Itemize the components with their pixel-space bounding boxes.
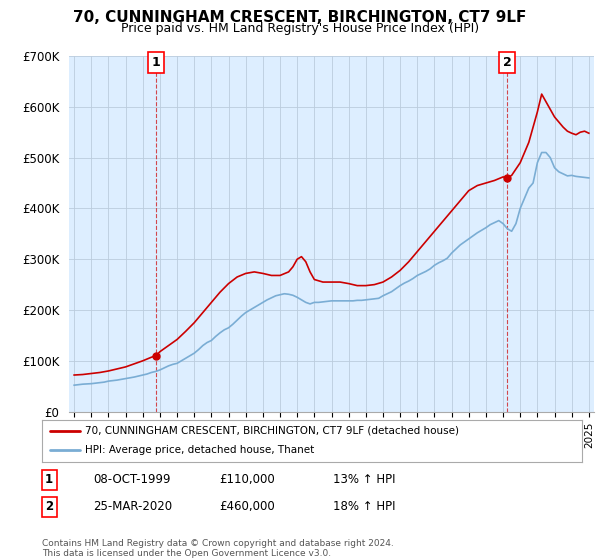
Text: 13% ↑ HPI: 13% ↑ HPI [333,473,395,487]
Text: 70, CUNNINGHAM CRESCENT, BIRCHINGTON, CT7 9LF: 70, CUNNINGHAM CRESCENT, BIRCHINGTON, CT… [73,10,527,25]
Text: 18% ↑ HPI: 18% ↑ HPI [333,500,395,514]
Text: Contains HM Land Registry data © Crown copyright and database right 2024.
This d: Contains HM Land Registry data © Crown c… [42,539,394,558]
Text: 2: 2 [503,56,511,69]
Text: 1: 1 [152,56,160,69]
Text: 25-MAR-2020: 25-MAR-2020 [93,500,172,514]
Text: 70, CUNNINGHAM CRESCENT, BIRCHINGTON, CT7 9LF (detached house): 70, CUNNINGHAM CRESCENT, BIRCHINGTON, CT… [85,426,459,436]
Text: 2: 2 [45,500,53,514]
Text: HPI: Average price, detached house, Thanet: HPI: Average price, detached house, Than… [85,445,314,455]
Text: Price paid vs. HM Land Registry's House Price Index (HPI): Price paid vs. HM Land Registry's House … [121,22,479,35]
Text: 1: 1 [45,473,53,487]
Text: £460,000: £460,000 [219,500,275,514]
Text: 08-OCT-1999: 08-OCT-1999 [93,473,170,487]
Text: £110,000: £110,000 [219,473,275,487]
